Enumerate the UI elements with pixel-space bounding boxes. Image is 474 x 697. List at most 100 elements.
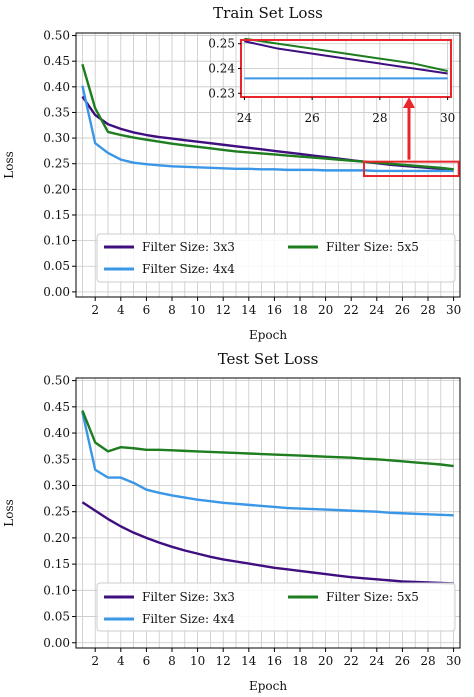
inset-y-tick-label: 0.23 xyxy=(208,86,235,100)
test-legend-label-4x4: Filter Size: 4x4 xyxy=(142,612,235,626)
train-x-ticks: 2 4 6 8 10 12 14 16 18 20 22 24 26 28 30 xyxy=(91,297,461,317)
test-x-tick-label: 12 xyxy=(216,654,231,668)
train-y-tick-label: 0.20 xyxy=(43,182,70,196)
inset-y-ticks: 0.23 0.24 0.25 xyxy=(208,37,241,100)
train-x-tick-label: 26 xyxy=(395,303,410,317)
test-series-line-2 xyxy=(81,410,454,468)
test-x-tick-label: 22 xyxy=(344,654,359,668)
train-chart-title: Train Set Loss xyxy=(213,4,323,22)
train-legend-label-3x3: Filter Size: 3x3 xyxy=(142,240,235,254)
train-series-line-1 xyxy=(81,85,454,173)
train-y-tick-label: 0.25 xyxy=(43,157,70,171)
test-legend: Filter Size: 3x3 Filter Size: 5x5 Filter… xyxy=(96,582,456,632)
train-plot-frame xyxy=(75,32,461,298)
train-x-axis-label: Epoch xyxy=(249,328,287,342)
test-legend-label-5x5: Filter Size: 5x5 xyxy=(326,590,419,604)
test-x-tick-label: 20 xyxy=(318,654,333,668)
train-x-tick-label: 12 xyxy=(216,303,231,317)
inset-y-tick-label: 0.25 xyxy=(208,37,235,51)
test-y-tick-label: 0.40 xyxy=(43,426,70,440)
train-x-tick-label: 24 xyxy=(369,303,385,317)
test-x-tick-label: 8 xyxy=(168,654,176,668)
test-y-tick-label: 0.00 xyxy=(43,636,70,650)
test-x-tick-label: 6 xyxy=(143,654,151,668)
train-x-tick-label: 28 xyxy=(420,303,435,317)
train-y-tick-label: 0.40 xyxy=(43,80,70,94)
train-loss-chart: 2 4 6 8 10 12 14 16 18 20 22 24 26 28 30 0.000.050.100… xyxy=(2,4,461,342)
test-y-tick-label: 0.30 xyxy=(43,478,70,492)
test-x-tick-label: 18 xyxy=(292,654,307,668)
train-y-tick-label: 0.00 xyxy=(43,285,70,299)
test-x-tick-label: 16 xyxy=(267,654,282,668)
test-series-lines xyxy=(81,410,454,585)
train-y-tick-label: 0.35 xyxy=(43,105,70,119)
train-y-tick-label: 0.05 xyxy=(43,259,70,273)
inset-x-ticks: 24 26 28 30 xyxy=(237,97,455,125)
train-inset-zoom: 24 26 28 30 0.23 0.24 0.25 xyxy=(208,37,455,125)
train-y-tick-label: 0.50 xyxy=(43,29,70,43)
train-x-tick-label: 22 xyxy=(344,303,359,317)
train-x-tick-label: 8 xyxy=(168,303,176,317)
test-loss-chart: 2 4 6 8 10 12 14 16 18 20 22 24 26 28 30 0.000.050.100… xyxy=(2,350,461,693)
test-plot-frame xyxy=(75,377,461,649)
test-x-tick-label: 14 xyxy=(241,654,257,668)
test-x-ticks: 2 4 6 8 10 12 14 16 18 20 22 24 26 28 30 xyxy=(91,648,461,668)
test-x-tick-label: 28 xyxy=(420,654,435,668)
test-y-tick-label: 0.10 xyxy=(43,583,70,597)
test-x-axis-label: Epoch xyxy=(249,679,287,693)
train-x-tick-label: 20 xyxy=(318,303,333,317)
inset-x-tick-label: 30 xyxy=(440,111,455,125)
test-x-tick-label: 24 xyxy=(369,654,385,668)
inset-series-lines xyxy=(244,37,448,80)
train-legend-box xyxy=(96,233,456,283)
test-y-tick-label: 0.20 xyxy=(43,531,70,545)
train-x-tick-label: 14 xyxy=(241,303,257,317)
test-y-tick-label: 0.35 xyxy=(43,452,70,466)
train-x-tick-label: 30 xyxy=(446,303,461,317)
inset-x-tick-label: 24 xyxy=(237,111,253,125)
test-series-line-0 xyxy=(81,501,454,585)
inset-x-tick-label: 28 xyxy=(372,111,387,125)
test-y-tick-label: 0.50 xyxy=(43,374,70,388)
test-y-axis-label: Loss xyxy=(2,499,16,527)
zoom-arrow-head xyxy=(403,97,415,108)
test-legend-box xyxy=(96,582,456,632)
train-x-tick-label: 18 xyxy=(292,303,307,317)
test-y-tick-label: 0.05 xyxy=(43,610,70,624)
test-y-tick-label: 0.25 xyxy=(43,505,70,519)
train-x-tick-label: 4 xyxy=(117,303,125,317)
test-y-tick-label: 0.45 xyxy=(43,400,70,414)
test-x-tick-label: 4 xyxy=(117,654,125,668)
train-legend-label-4x4: Filter Size: 4x4 xyxy=(142,262,235,276)
train-y-tick-label: 0.30 xyxy=(43,131,70,145)
test-y-ticks: 0.00 0.05 0.10 0.15 0.20 0.25 0.30 0.35 0.40 0.45… xyxy=(43,374,76,650)
train-y-tick-label: 0.45 xyxy=(43,54,70,68)
test-chart-title: Test Set Loss xyxy=(218,350,319,368)
train-y-axis-label: Loss xyxy=(2,151,16,179)
train-x-tick-label: 6 xyxy=(143,303,151,317)
inset-y-tick-label: 0.24 xyxy=(208,62,235,76)
train-y-tick-label: 0.15 xyxy=(43,208,70,222)
train-series-line-2 xyxy=(81,63,454,171)
train-x-tick-label: 16 xyxy=(267,303,282,317)
test-y-tick-label: 0.15 xyxy=(43,557,70,571)
test-series-line-1 xyxy=(81,411,454,517)
train-y-tick-label: 0.10 xyxy=(43,234,70,248)
inset-series-line-2 xyxy=(244,37,448,72)
train-y-ticks: 0.00 0.05 0.10 0.15 0.20 0.25 0.30 0.35 0.40 0.45… xyxy=(43,29,76,299)
zoom-region-box xyxy=(363,160,460,178)
train-legend-label-5x5: Filter Size: 5x5 xyxy=(326,240,419,254)
train-legend: Filter Size: 3x3 Filter Size: 5x5 Filter… xyxy=(96,233,456,283)
test-x-tick-label: 10 xyxy=(190,654,205,668)
test-x-tick-label: 30 xyxy=(446,654,461,668)
train-zoom-highlight xyxy=(363,97,460,178)
train-series-lines xyxy=(81,63,454,173)
train-x-tick-label: 2 xyxy=(91,303,99,317)
test-x-tick-label: 2 xyxy=(91,654,99,668)
train-x-tick-label: 10 xyxy=(190,303,205,317)
inset-x-tick-label: 26 xyxy=(304,111,319,125)
test-x-tick-label: 26 xyxy=(395,654,410,668)
test-legend-label-3x3: Filter Size: 3x3 xyxy=(142,590,235,604)
inset-series-line-0 xyxy=(244,40,448,75)
